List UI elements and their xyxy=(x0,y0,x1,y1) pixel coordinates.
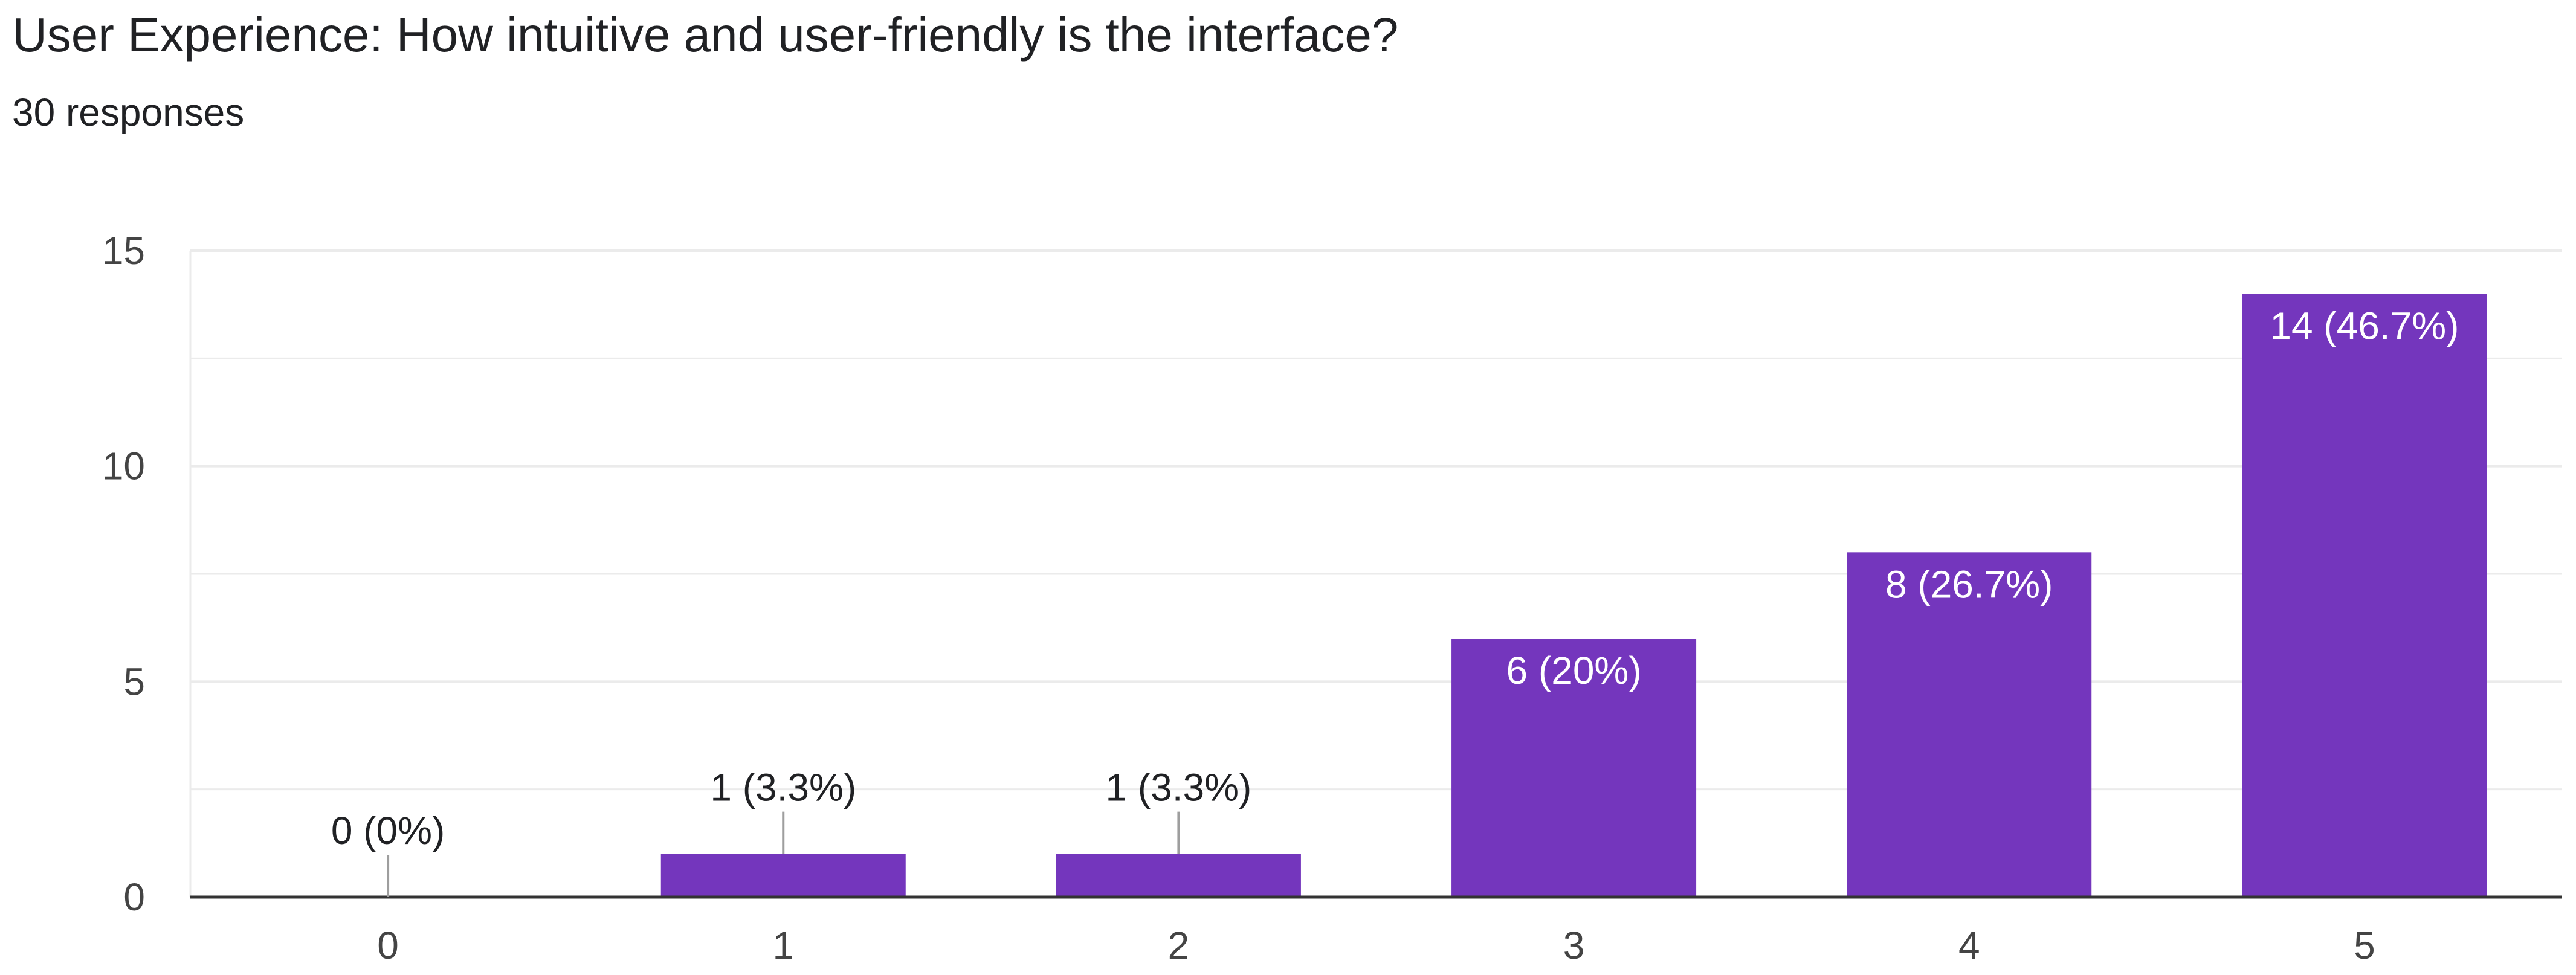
data-label: 0 (0%) xyxy=(331,809,445,852)
y-tick-label: 0 xyxy=(123,875,145,919)
x-axis-ticks: 0 1 2 3 4 5 xyxy=(377,924,2375,967)
bar-2 xyxy=(1056,854,1301,897)
y-tick-label: 10 xyxy=(102,445,145,488)
gridlines xyxy=(189,249,2562,897)
x-tick-label: 0 xyxy=(377,924,399,967)
response-count: 30 responses xyxy=(12,91,245,134)
bar-3 xyxy=(1451,639,1697,897)
data-label: 1 (3.3%) xyxy=(1105,766,1251,809)
data-label: 1 (3.3%) xyxy=(710,766,856,809)
data-label: 6 (20%) xyxy=(1506,649,1642,692)
data-label: 14 (46.7%) xyxy=(2270,304,2459,347)
chart-title: User Experience: How intuitive and user-… xyxy=(12,8,1399,62)
bar-1 xyxy=(660,854,906,897)
x-tick-label: 1 xyxy=(772,924,794,967)
bars xyxy=(660,294,2487,897)
y-axis-ticks: 0 5 10 15 xyxy=(102,229,145,919)
x-tick-label: 4 xyxy=(1958,924,1980,967)
bar-5 xyxy=(2242,294,2487,897)
x-tick-label: 3 xyxy=(1563,924,1585,967)
data-label: 8 (26.7%) xyxy=(1885,562,2053,606)
bar-4 xyxy=(1847,552,2092,897)
y-tick-label: 15 xyxy=(102,229,145,272)
data-labels: 0 (0%) 1 (3.3%) 1 (3.3%) 6 (20%) 8 (26.7%) 14… xyxy=(331,304,2459,897)
x-tick-label: 2 xyxy=(1168,924,1190,967)
y-tick-label: 5 xyxy=(123,660,145,703)
x-tick-label: 5 xyxy=(2354,924,2375,967)
